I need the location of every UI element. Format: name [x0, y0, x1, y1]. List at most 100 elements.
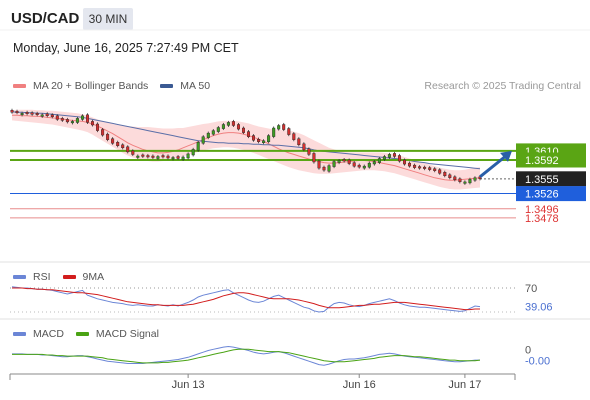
- price-tag-bg: [516, 152, 586, 168]
- candle: [20, 111, 24, 117]
- candle: [156, 154, 160, 161]
- candle-body: [191, 149, 195, 156]
- candle-body: [85, 114, 89, 123]
- candle-body: [65, 119, 69, 123]
- candle-body: [408, 162, 412, 167]
- candle: [292, 132, 296, 142]
- candle: [287, 127, 291, 137]
- candle-body: [126, 146, 130, 153]
- price-tag-label: 1.3526: [525, 189, 559, 201]
- candle: [211, 129, 215, 136]
- candle-body: [15, 111, 19, 114]
- candle: [453, 175, 457, 182]
- candle-body: [55, 115, 59, 120]
- candle: [377, 156, 381, 165]
- candle-body: [156, 156, 160, 159]
- candle: [45, 112, 49, 118]
- candle-body: [372, 161, 376, 165]
- price-tag-label: 1.3555: [525, 174, 559, 186]
- candle-body: [166, 155, 170, 159]
- candle-body: [161, 155, 165, 158]
- candle-body: [292, 133, 296, 140]
- candle-body: [151, 155, 155, 158]
- candle-body: [221, 124, 225, 129]
- candle-body: [80, 115, 84, 120]
- candle-body: [70, 121, 74, 124]
- macd-signal-legend-label: MACD Signal: [95, 328, 159, 340]
- candle-body: [50, 114, 54, 118]
- rsi-current-value: 39.06: [525, 302, 553, 314]
- candle-body: [382, 156, 386, 160]
- macd-legend-label: MACD: [33, 328, 64, 340]
- candle: [272, 126, 276, 139]
- candle: [337, 159, 341, 165]
- candle-body: [267, 135, 271, 142]
- price-legend: MA 20 + Bollinger Bands MA 50: [13, 80, 210, 92]
- candle: [55, 114, 59, 121]
- macd-tick-zero: 0: [525, 344, 531, 356]
- candle-body: [398, 155, 402, 162]
- candle-body: [141, 154, 145, 157]
- candle-body: [111, 138, 115, 144]
- ma20-legend-label: MA 20 + Bollinger Bands: [33, 80, 149, 92]
- candle-body: [35, 113, 39, 116]
- candle-body: [20, 113, 24, 116]
- candle: [136, 154, 140, 160]
- candle-body: [211, 130, 215, 135]
- candle-body: [241, 127, 245, 133]
- candle-body: [287, 128, 291, 135]
- candle-body: [10, 109, 14, 113]
- candle-body: [367, 162, 371, 168]
- macd-signal-line: [12, 348, 481, 364]
- candle-body: [90, 121, 94, 126]
- candle-body: [201, 136, 205, 144]
- candle-body: [327, 165, 331, 172]
- candle: [367, 161, 371, 169]
- candle: [231, 119, 235, 128]
- candle-body: [40, 114, 44, 117]
- candle: [90, 119, 94, 127]
- candle: [95, 122, 99, 133]
- candle-body: [448, 174, 452, 179]
- candle: [70, 119, 74, 125]
- candle: [241, 126, 245, 135]
- candle-body: [312, 153, 316, 163]
- candle-body: [106, 133, 110, 140]
- candle: [181, 155, 185, 162]
- candle: [171, 155, 175, 161]
- candle: [60, 116, 64, 122]
- candle-body: [387, 154, 391, 158]
- candle: [267, 134, 271, 144]
- candle: [362, 164, 366, 170]
- candle: [473, 176, 477, 182]
- candle: [307, 147, 311, 156]
- candle: [25, 110, 29, 116]
- candle: [166, 154, 170, 160]
- candle-body: [231, 121, 235, 126]
- candle: [282, 122, 286, 132]
- candle-body: [438, 169, 442, 174]
- candle: [221, 122, 225, 131]
- candle: [186, 152, 190, 160]
- candle-body: [95, 123, 99, 131]
- candle: [106, 132, 110, 142]
- candle: [85, 113, 89, 124]
- candle-body: [75, 118, 79, 123]
- candle-body: [116, 141, 120, 146]
- timeframe-button[interactable]: 30 MIN: [83, 8, 133, 30]
- candle: [317, 159, 321, 170]
- candle-body: [171, 157, 175, 160]
- candle-body: [236, 124, 240, 130]
- time-axis-label: Jun 17: [448, 379, 481, 391]
- candle-body: [206, 132, 210, 138]
- timestamp-label: Monday, June 16, 2025 7:27:49 PM CET: [13, 41, 239, 55]
- ma20-line: [12, 114, 481, 181]
- rsi-ma-legend-label: 9MA: [82, 271, 105, 283]
- candle: [126, 145, 130, 154]
- candle-body: [131, 150, 135, 155]
- candle: [433, 167, 437, 173]
- candle: [191, 147, 195, 157]
- candle: [80, 114, 84, 121]
